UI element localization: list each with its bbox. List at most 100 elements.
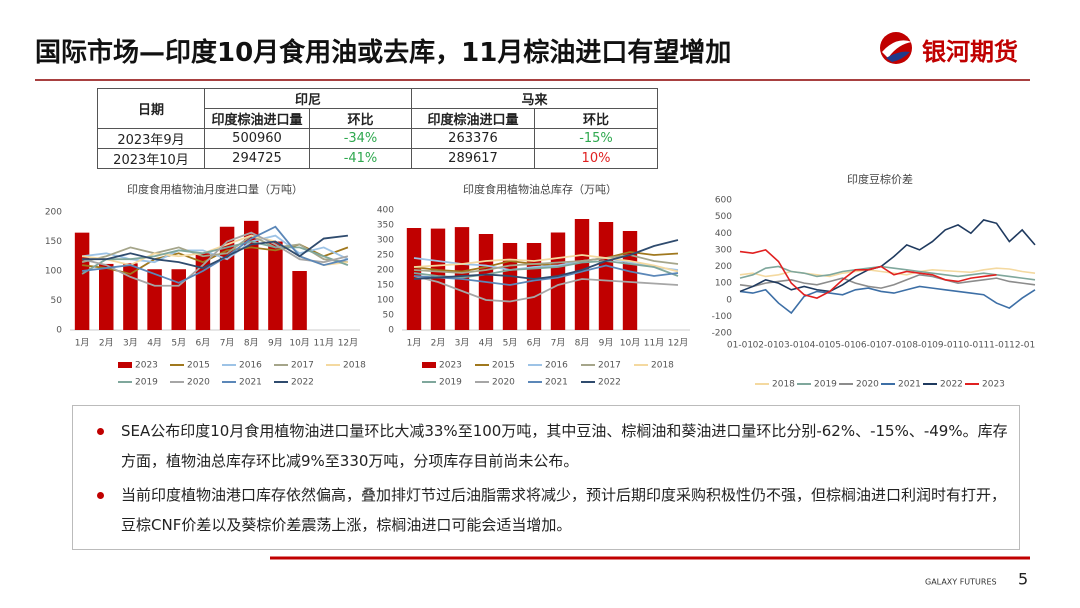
footer-brand: GALAXY FUTURES <box>925 578 997 587</box>
x-tick-label: 12月 <box>668 338 688 349</box>
bar <box>526 243 542 330</box>
x-tick-label: 5月 <box>171 338 186 349</box>
legend-label: 2018 <box>772 380 795 390</box>
bullet-text: SEA公布印度10月食用植物油进口量环比大减33%至100万吨，其中豆油、棕榈油… <box>121 422 1008 470</box>
x-tick-label: 7月 <box>551 338 566 349</box>
legend-label: 2021 <box>545 378 568 388</box>
x-tick-label: 05-01 <box>830 341 856 351</box>
y-tick-label: 0 <box>388 326 394 336</box>
legend-label: 2023 <box>135 361 158 371</box>
legend-label: 2018 <box>343 361 366 371</box>
x-tick-label: 02-01 <box>753 341 779 351</box>
legend-label: 2020 <box>187 378 210 388</box>
cell: 2023年9月 <box>97 128 205 149</box>
cell: 印尼 <box>204 88 412 109</box>
legend-label: 2017 <box>291 361 314 371</box>
cell: -15% <box>534 128 658 149</box>
series-line <box>739 285 1036 315</box>
bar <box>550 232 566 330</box>
series-line <box>82 234 349 270</box>
cell: 289617 <box>411 148 535 169</box>
y-tick-label: 0 <box>726 295 732 305</box>
x-tick-label: 8月 <box>244 338 259 349</box>
x-tick-label: 4月 <box>479 338 494 349</box>
series-line <box>81 240 349 275</box>
x-tick-label: 07-01 <box>881 341 907 351</box>
bar <box>268 241 283 330</box>
y-tick-label: 400 <box>715 229 732 239</box>
series-line <box>413 275 679 303</box>
x-tick-label: 06-01 <box>855 341 881 351</box>
series-line <box>739 248 997 299</box>
bar <box>123 263 138 330</box>
bullet-text: 当前印度植物油港口库存依然偏高，叠加排灯节过后油脂需求将减少，预计后期印度采购积… <box>121 486 1007 534</box>
cell: 印度棕油进口量 <box>204 108 310 129</box>
series-line <box>413 260 679 279</box>
legend-label: 2016 <box>545 361 568 371</box>
import-table: 日期 印尼 马来 印度棕油进口量 环比 印度棕油进口量 环比 2023年9月 50… <box>97 88 658 169</box>
legend-swatch <box>118 362 132 368</box>
series-line <box>81 231 349 287</box>
y-tick-label: 200 <box>45 208 62 218</box>
series-line <box>413 264 679 286</box>
legend-label: 2021 <box>239 378 262 388</box>
cell: 10% <box>534 148 658 169</box>
series-line <box>739 267 1036 278</box>
legend-label: 2016 <box>239 361 262 371</box>
chart-title: 印度食用植物油总库存（万吨） <box>463 182 617 196</box>
x-tick-label: 12月 <box>338 338 358 349</box>
bar <box>171 269 186 330</box>
legend-label: 2023 <box>982 380 1005 390</box>
x-tick-label: 8月 <box>575 338 590 349</box>
cell: 印度棕油进口量 <box>411 108 535 129</box>
chart-title: 印度食用植物油月度进口量（万吨） <box>127 182 303 196</box>
legend-label: 2020 <box>492 378 515 388</box>
y-tick-label: 100 <box>377 296 394 306</box>
legend-label: 2023 <box>439 361 462 371</box>
legend-label: 2022 <box>940 380 963 390</box>
x-tick-label: 10月 <box>620 338 640 349</box>
y-tick-label: -200 <box>712 329 733 339</box>
x-tick-label: 5月 <box>503 338 518 349</box>
cell: 500960 <box>204 128 310 149</box>
x-tick-label: 7月 <box>220 338 235 349</box>
bar <box>74 232 90 330</box>
x-tick-label: 11月 <box>644 338 664 349</box>
y-tick-label: 250 <box>377 251 394 261</box>
y-tick-label: 50 <box>383 311 395 321</box>
cell: 马来 <box>411 88 658 109</box>
y-tick-label: 150 <box>377 281 394 291</box>
x-tick-label: 2月 <box>99 338 114 349</box>
x-tick-label: 6月 <box>196 338 211 349</box>
logo-icon <box>880 32 912 64</box>
x-tick-label: 01-01 <box>727 341 753 351</box>
cell: 环比 <box>534 108 658 129</box>
x-tick-label: 2月 <box>431 338 446 349</box>
y-tick-label: 150 <box>45 237 62 247</box>
legend-swatch <box>422 362 436 368</box>
cell: 环比 <box>309 108 412 129</box>
bar <box>147 269 162 330</box>
bar <box>574 219 590 330</box>
y-tick-label: 200 <box>377 266 394 276</box>
y-tick-label: 500 <box>715 212 732 222</box>
bar <box>292 271 307 330</box>
y-tick-label: 400 <box>377 206 394 216</box>
x-tick-label: 10-01 <box>958 341 984 351</box>
chart-title: 印度豆棕价差 <box>847 172 913 186</box>
y-tick-label: 50 <box>51 296 63 306</box>
cell: 日期 <box>97 88 205 129</box>
series-line <box>413 254 679 273</box>
series-line <box>413 254 679 274</box>
logo-text: 银河期货 <box>922 38 1018 66</box>
bar <box>430 228 446 330</box>
x-tick-label: 11-01 <box>983 341 1009 351</box>
y-tick-label: 300 <box>715 245 732 255</box>
y-tick-label: 300 <box>377 236 394 246</box>
x-tick-label: 10月 <box>289 338 309 349</box>
cell: 263376 <box>411 128 535 149</box>
x-tick-label: 9月 <box>268 338 283 349</box>
legend-label: 2019 <box>439 378 462 388</box>
cell: 2023年10月 <box>97 148 205 169</box>
x-tick-label: 12-01 <box>1009 341 1035 351</box>
